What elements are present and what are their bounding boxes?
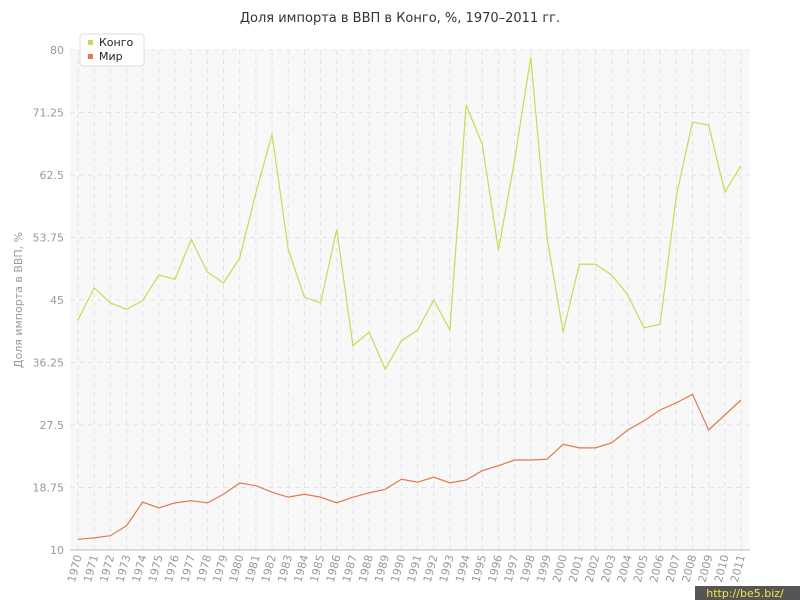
y-tick-label: 71.25 (33, 107, 65, 120)
legend-swatch (88, 54, 93, 59)
y-tick-label: 18.75 (33, 482, 65, 495)
legend-label: Конго (99, 36, 134, 49)
plot-area (70, 50, 750, 550)
y-tick-label: 36.25 (33, 357, 65, 370)
watermark: http://be5.biz/ (706, 587, 784, 600)
legend-label: Мир (99, 50, 123, 63)
y-tick-label: 45 (50, 294, 64, 307)
series-line (77, 393, 742, 540)
legend-box (79, 33, 145, 67)
y-tick-label: 10 (50, 544, 64, 557)
legend-swatch (88, 40, 93, 45)
y-tick-label: 62.5 (40, 169, 65, 182)
y-tick-label: 80 (50, 44, 64, 57)
series-line (77, 57, 742, 371)
watermark-bg (695, 586, 800, 600)
y-axis-label: Доля импорта в ВВП, % (12, 232, 25, 368)
y-tick-label: 53.75 (33, 232, 65, 245)
chart-title: Доля импорта в ВВП в Конго, %, 1970–2011… (240, 11, 560, 26)
y-tick-label: 27.5 (40, 419, 65, 432)
